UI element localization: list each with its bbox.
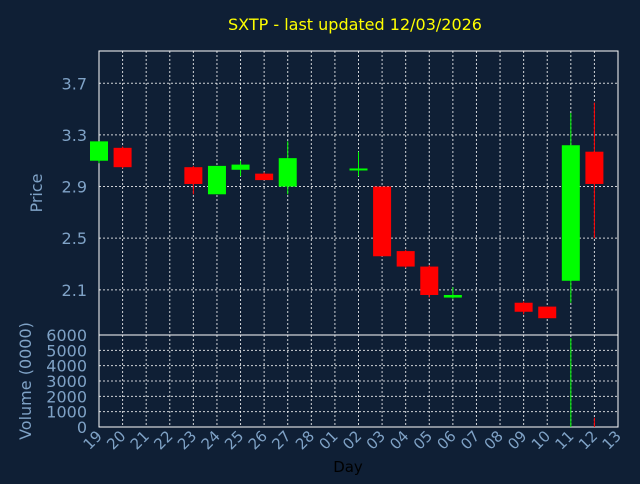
x-tick-label: 01 [316,427,342,453]
x-tick-label: 05 [410,427,436,453]
candle-body [90,141,108,161]
x-tick-label: 27 [268,427,294,453]
chart-title: SXTP - last updated 12/03/2026 [228,15,482,34]
candle-body [538,306,557,319]
candle-body [420,266,439,295]
volume-tick-label: 3000 [46,372,87,391]
x-tick-label: 21 [127,427,153,453]
candle-body [255,173,274,181]
candle-body [443,294,462,298]
x-tick-label: 06 [433,427,459,453]
price-axis-label: Price [27,173,46,212]
price-tick-label: 2.9 [62,178,87,197]
x-tick-label: 26 [245,427,271,453]
price-tick-label: 3.7 [62,74,87,93]
candle-body [231,164,250,170]
x-tick-label: 11 [551,427,577,453]
candle-body [278,158,297,187]
candle-body [349,168,368,171]
candle-body [113,147,132,168]
x-tick-label: 12 [575,427,601,453]
candle-body [184,167,203,184]
x-tick-label: 24 [198,427,224,453]
volume-tick-label: 2000 [46,387,87,406]
candle-body [207,165,226,195]
x-tick-label: 02 [339,427,365,453]
x-tick-label: 03 [363,427,389,453]
x-tick-label: 07 [457,427,483,453]
candle-body [585,151,604,184]
x-tick-label: 25 [221,427,247,453]
x-axis-label: Day [333,458,363,476]
candle-body [561,145,580,281]
price-tick-label: 3.3 [62,126,87,145]
volume-axis-label: Volume (0000) [16,322,35,440]
candle-body [373,186,392,257]
volume-tick-label: 0 [77,418,87,437]
price-tick-label: 2.5 [62,229,87,248]
volume-tick-label: 1000 [46,403,87,422]
volume-tick-label: 6000 [46,326,87,345]
candle-body [514,302,533,312]
candle-body [396,251,415,267]
x-tick-label: 20 [103,427,129,453]
x-tick-label: 28 [292,427,318,453]
price-tick-label: 2.1 [62,281,87,300]
x-tick-label: 04 [386,427,412,453]
x-tick-label: 22 [150,427,176,453]
x-tick-label: 09 [504,427,530,453]
x-tick-label: 10 [528,427,554,453]
x-tick-label: 13 [599,427,625,453]
volume-tick-label: 4000 [46,357,87,376]
volume-tick-label: 5000 [46,341,87,360]
x-tick-label: 23 [174,427,200,453]
volume-panel-frame [98,334,619,428]
x-tick-label: 08 [481,427,507,453]
